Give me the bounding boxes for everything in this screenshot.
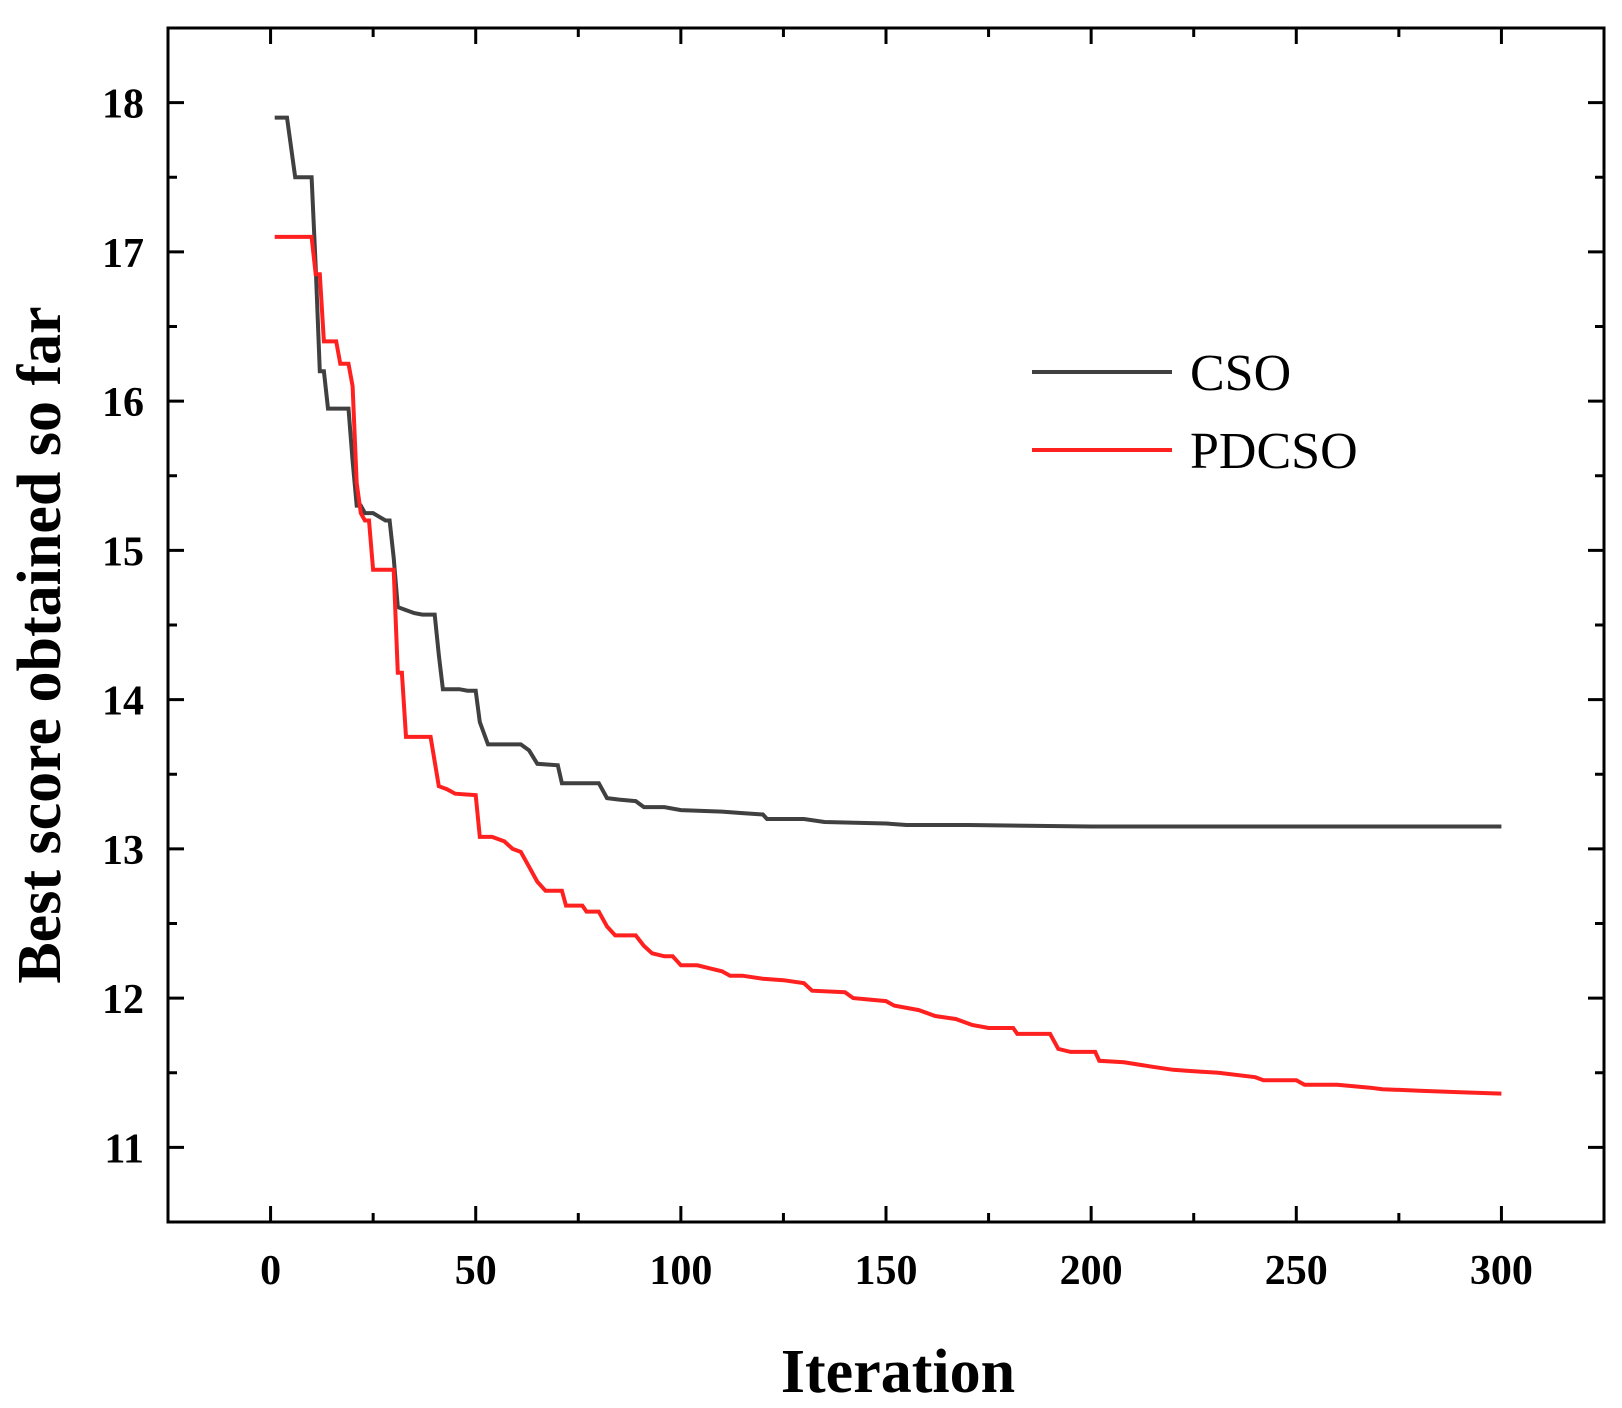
legend-label-pdcso: PDCSO <box>1190 423 1358 480</box>
x-tick-label: 300 <box>1470 1248 1533 1294</box>
plot-area <box>274 115 1502 1096</box>
y-tick-label: 18 <box>102 82 144 128</box>
plot-frame <box>166 26 1606 1224</box>
y-tick-label: 17 <box>102 231 144 277</box>
y-tick-label: 12 <box>102 977 144 1023</box>
x-tick-label: 0 <box>260 1248 281 1294</box>
y-axis-title: Best score obtained so far <box>6 306 74 983</box>
x-tick-label: 150 <box>855 1248 918 1294</box>
y-tick-label: 11 <box>104 1126 144 1172</box>
x-tick-label: 200 <box>1060 1248 1123 1294</box>
x-tick-label: 250 <box>1265 1248 1328 1294</box>
y-tick-label: 13 <box>102 828 144 874</box>
x-tick-label: 50 <box>455 1248 497 1294</box>
legend-label-cso: CSO <box>1190 345 1291 402</box>
series-line-pdcso <box>274 234 1502 1096</box>
x-tick-label: 100 <box>649 1248 712 1294</box>
axes: 0 50 100 150 200 250 300 11 12 13 14 15 16 17 18 <box>102 26 1606 1294</box>
series-line-cso <box>274 115 1502 829</box>
legend: CSO PDCSO <box>1032 345 1358 480</box>
y-tick-label: 16 <box>102 380 144 426</box>
y-tick-label: 15 <box>102 529 144 575</box>
x-axis-title: Iteration <box>781 1338 1015 1406</box>
y-tick-label: 14 <box>102 679 144 725</box>
